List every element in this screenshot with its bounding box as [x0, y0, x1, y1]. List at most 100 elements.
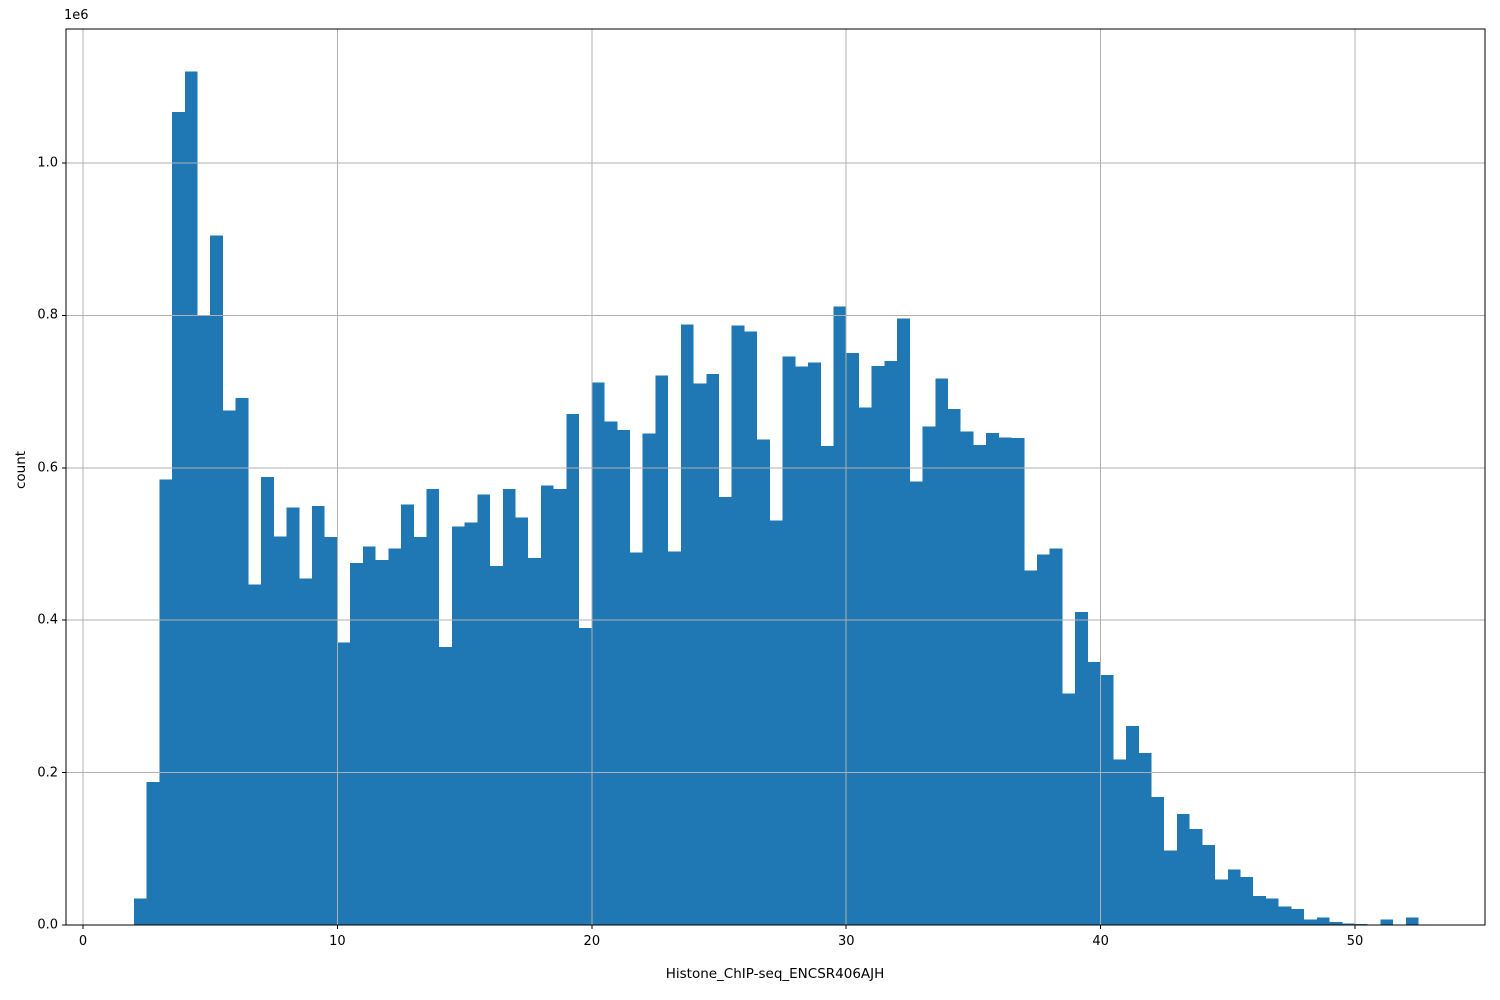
histogram-bar	[261, 477, 274, 925]
histogram-bar	[1189, 829, 1203, 925]
axes-frame	[65, 28, 1486, 926]
histogram-bar	[757, 439, 770, 925]
histogram-bar	[1037, 554, 1050, 925]
histogram-bar	[1164, 850, 1177, 925]
histogram-bar	[744, 331, 758, 925]
histogram-bar	[1304, 919, 1317, 925]
histogram-bar	[528, 557, 541, 925]
histogram-bar	[808, 362, 821, 925]
y-tick-label: 0.0	[37, 917, 58, 933]
histogram-bar	[413, 537, 427, 925]
histogram-bar	[1062, 693, 1076, 925]
histogram-bar	[642, 433, 656, 925]
histogram-bar	[960, 431, 974, 925]
histogram-bar	[324, 537, 338, 925]
y-axis-offset-label: 1e6	[64, 8, 89, 23]
x-axis-label: Histone_ChIP-seq_ENCSR406AJH	[665, 966, 885, 982]
x-tick-label: 20	[583, 934, 601, 949]
histogram-bar	[553, 489, 567, 925]
histogram-bar	[846, 352, 859, 925]
histogram-bar	[706, 374, 720, 926]
y-tick-label: 1.0	[37, 155, 58, 171]
histogram-bar	[820, 445, 834, 925]
x-tick-label: 30	[837, 934, 855, 949]
histogram-bar	[299, 578, 312, 925]
histogram-bar	[1240, 877, 1254, 925]
histogram-bar	[1215, 879, 1228, 925]
y-tick-label: 0.6	[37, 460, 58, 476]
histogram-bar	[1316, 917, 1330, 925]
histogram-bar	[502, 489, 516, 925]
histogram-bar	[897, 318, 910, 925]
histogram-bar	[833, 306, 847, 925]
histogram-bar	[719, 496, 732, 925]
histogram-bar	[159, 479, 173, 925]
histogram-bar	[693, 383, 707, 925]
histogram-bar	[210, 235, 223, 925]
histogram-bar	[935, 378, 948, 925]
histogram-bar	[375, 560, 389, 925]
histogram-bar	[731, 325, 745, 925]
histogram-bar	[172, 112, 185, 926]
histogram-bar	[1227, 869, 1241, 925]
histogram-bar	[617, 429, 630, 925]
histogram-bar	[146, 781, 160, 925]
histogram-bar	[311, 505, 325, 925]
histogram-bar	[1342, 923, 1356, 925]
histogram-bar	[1100, 675, 1114, 925]
histogram-bar	[1329, 921, 1343, 925]
histogram-bar	[490, 566, 503, 925]
histogram-bar	[426, 489, 440, 925]
histogram-bar	[680, 324, 694, 926]
histogram-bar	[515, 517, 529, 925]
histogram-bar	[1049, 548, 1063, 925]
histogram-bar	[1253, 896, 1266, 925]
histogram-bar	[884, 361, 898, 925]
histogram-bar	[922, 426, 936, 925]
histogram-bar	[998, 437, 1012, 925]
histogram-bar	[235, 397, 249, 925]
histogram-bar	[795, 366, 809, 925]
histogram-bar	[947, 409, 961, 925]
histogram-bar	[1380, 919, 1394, 925]
histogram-bar	[566, 413, 580, 925]
histogram-bar	[1151, 797, 1165, 925]
histogram-bar	[184, 71, 198, 925]
histogram-bar	[540, 485, 554, 925]
histogram-bar	[629, 552, 643, 925]
histogram-bar	[451, 526, 465, 925]
histogram-bar	[133, 898, 147, 925]
histogram-bar	[973, 445, 987, 925]
histogram-bar	[337, 642, 351, 925]
histogram-bar	[286, 507, 300, 925]
histogram-bar	[388, 548, 402, 925]
histogram-bar	[1176, 813, 1190, 925]
histogram-bar	[1278, 906, 1292, 925]
histogram-bar	[273, 536, 287, 925]
histogram-bar	[439, 646, 452, 925]
y-tick-label: 0.2	[37, 765, 58, 781]
histogram-bar	[1291, 909, 1305, 925]
histogram-bar	[1011, 438, 1025, 925]
histogram-bar	[1087, 662, 1101, 925]
y-tick-label: 0.8	[37, 307, 58, 323]
histogram-bar	[579, 627, 592, 925]
histogram-bar	[1113, 759, 1127, 925]
x-tick-label: 50	[1346, 934, 1364, 949]
histogram-bar	[909, 481, 923, 925]
histogram-bar	[769, 520, 783, 925]
histogram-bar	[655, 375, 669, 926]
y-tick-label: 0.4	[37, 612, 58, 628]
histogram-bar	[668, 551, 681, 925]
histogram-bar	[1265, 898, 1279, 925]
histogram-bar	[362, 546, 376, 925]
histogram-bar	[1024, 570, 1038, 925]
histogram-bar	[464, 522, 478, 925]
histogram-bar	[591, 382, 605, 925]
x-tick-label: 10	[329, 934, 346, 949]
histogram-bar	[1138, 752, 1152, 925]
x-tick-label: 0	[78, 934, 88, 949]
histogram-bar	[782, 356, 796, 926]
